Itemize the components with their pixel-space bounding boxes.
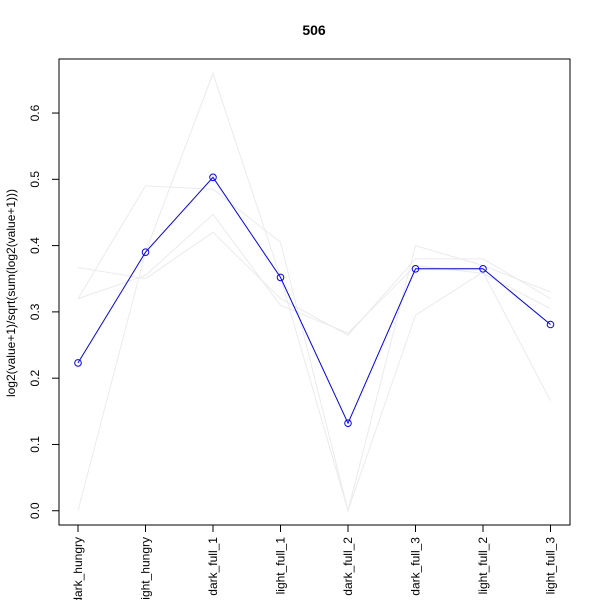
x-tick-label: dark_full_3 (409, 537, 423, 596)
highlight-point (479, 265, 487, 273)
y-tick-label: 0.6 (28, 104, 42, 121)
y-tick-label: 0.4 (28, 237, 42, 254)
background-series-line (77, 71, 551, 513)
x-tick-label: light_full_1 (274, 537, 288, 595)
y-tick-label: 0.5 (28, 171, 42, 188)
background-series-line (77, 176, 551, 425)
x-tick-label: dark_full_1 (206, 537, 220, 596)
highlight-series-line (77, 176, 551, 425)
highlight-point (546, 320, 555, 329)
y-tick-label: 0.2 (28, 370, 42, 387)
highlight-point (209, 173, 217, 182)
highlight-series-group (74, 173, 555, 428)
y-axis-label: log2(value+1)/sqrt(sum(log2(value+1))) (4, 189, 18, 397)
background-series-line (77, 231, 551, 336)
highlight-point (411, 265, 420, 273)
x-axis: dark_hungry light_hungry dark_full_1 light_… (71, 524, 558, 600)
highlight-point (74, 359, 82, 367)
y-tick-label: 0.3 (28, 303, 42, 320)
highlight-point (276, 273, 285, 282)
x-tick-label: light_full_3 (544, 537, 558, 595)
chart-title: 506 (302, 22, 326, 38)
x-tick-label: dark_full_2 (341, 537, 355, 596)
y-tick-label: 0.0 (28, 502, 42, 519)
x-tick-label: dark_hungry (71, 537, 85, 600)
x-tick-label: light_hungry (139, 537, 153, 600)
background-series-line (77, 185, 551, 511)
plot-frame (58, 58, 571, 526)
background-series-line (77, 213, 551, 334)
background-series-group (77, 71, 551, 513)
y-tick-label: 0.1 (28, 436, 42, 453)
y-axis: 0.0 0.1 0.2 0.3 0.4 0.5 0.6 (28, 104, 60, 519)
x-tick-label: light_full_2 (476, 537, 490, 595)
highlight-point (344, 419, 352, 428)
highlight-point (141, 248, 150, 256)
